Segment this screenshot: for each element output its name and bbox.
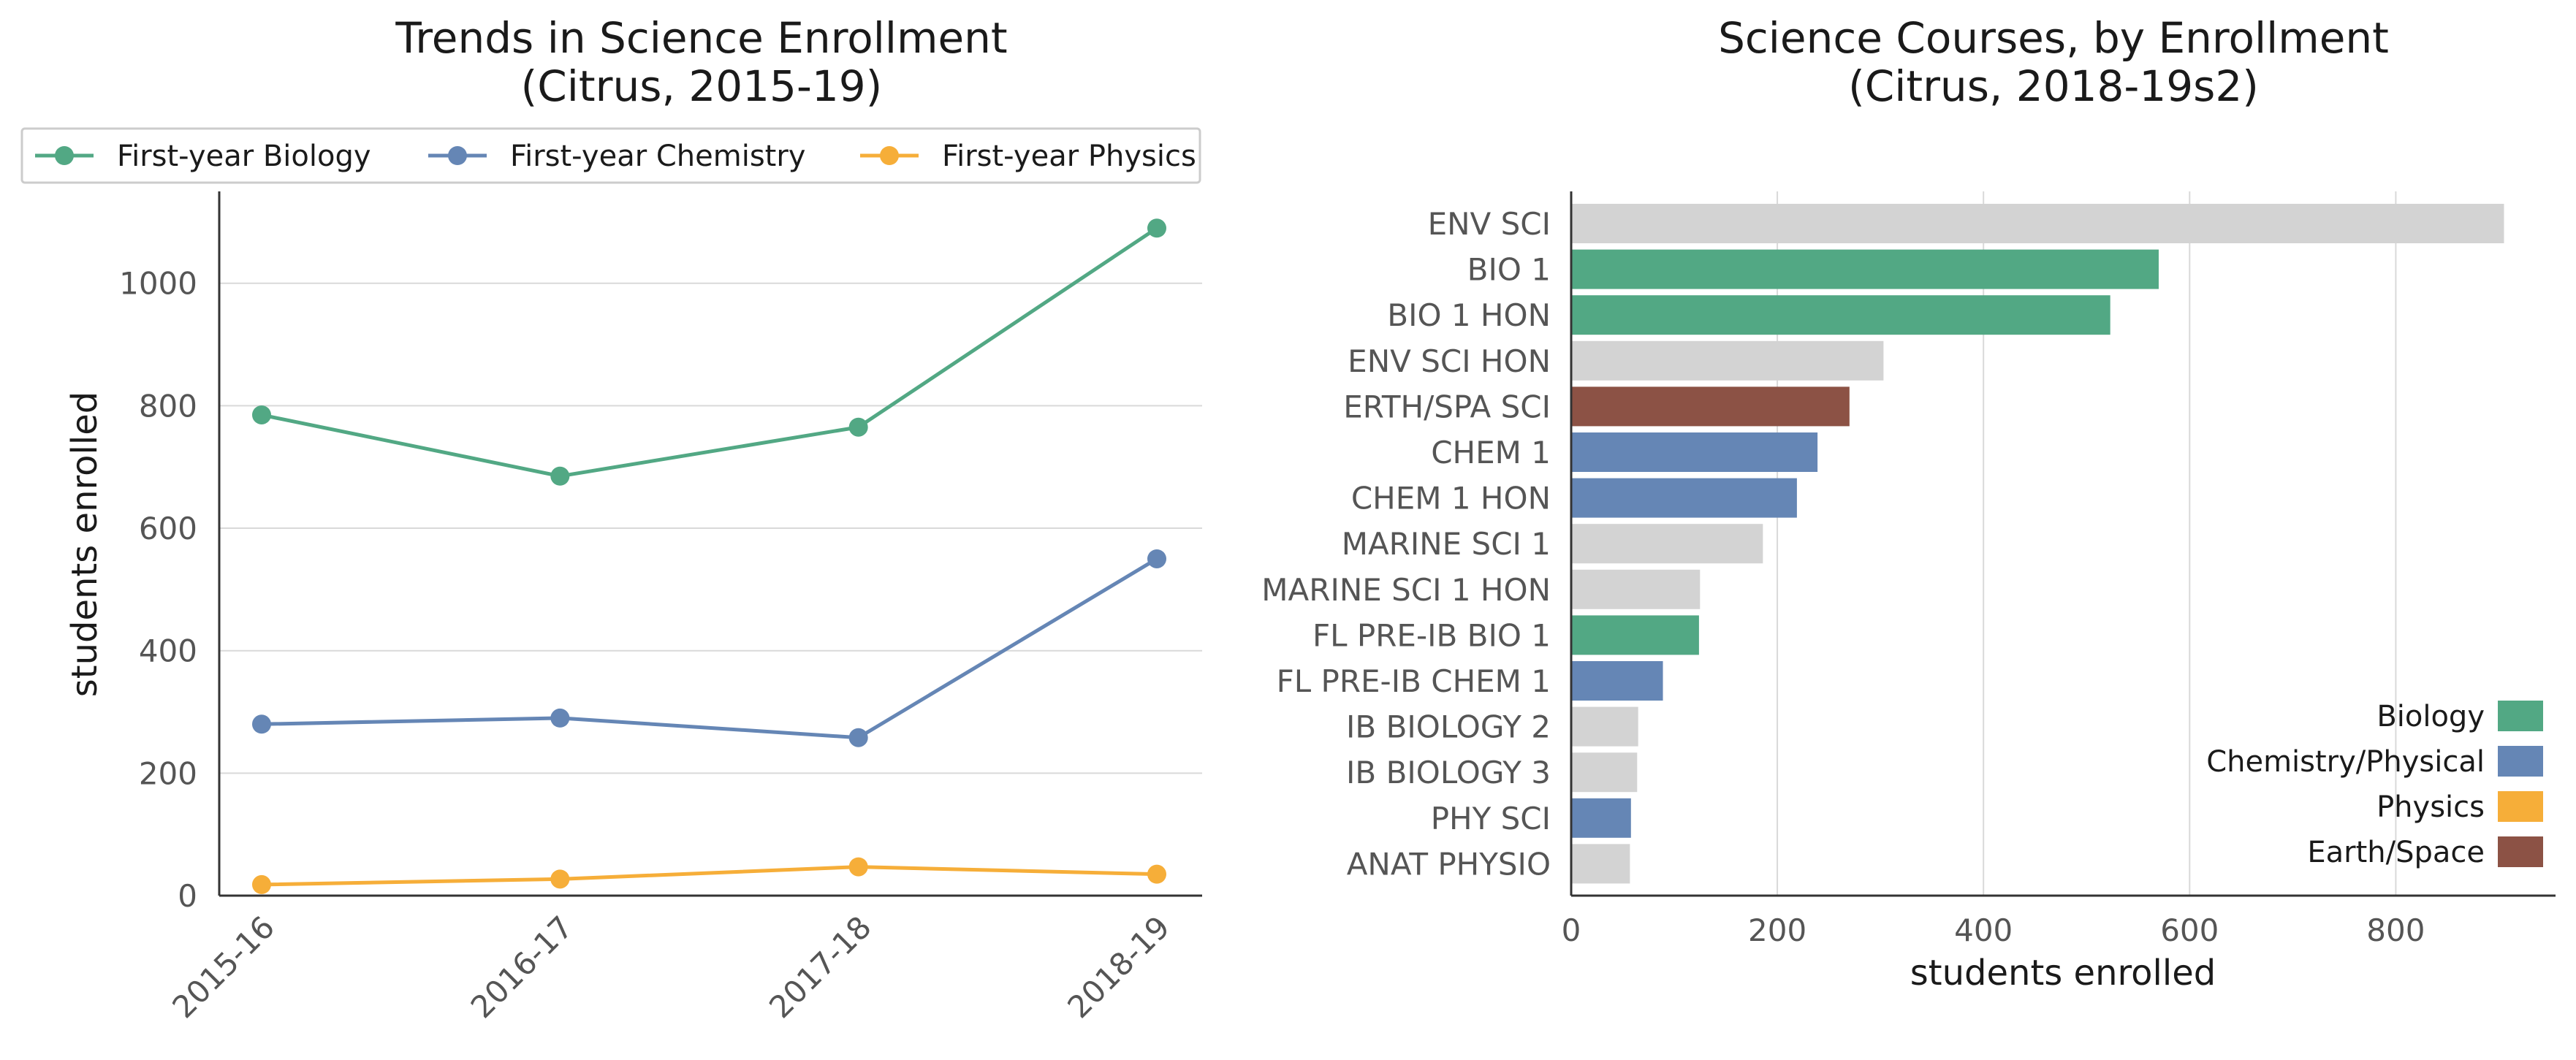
legend-swatch (2498, 836, 2543, 867)
x-tick-label: 2015-16 (165, 909, 281, 1025)
data-point (550, 708, 570, 728)
bar (1571, 661, 1663, 701)
series-line (261, 226, 1158, 478)
bar (1571, 706, 1638, 747)
y-tick-label: 200 (139, 755, 197, 791)
bar (1571, 798, 1631, 838)
bar (1571, 569, 1701, 609)
legend-swatch (2498, 791, 2543, 822)
legend-swatch-marker (55, 146, 74, 165)
category-label: CHEM 1 HON (1351, 481, 1551, 516)
data-point (1147, 218, 1166, 238)
y-tick-label: 0 (178, 878, 197, 914)
line-chart-title-line1: Trends in Science Enrollment (395, 13, 1007, 63)
category-label: BIO 1 (1467, 252, 1551, 288)
x-tick-label: 2018-19 (1060, 909, 1177, 1025)
data-point (848, 417, 868, 437)
category-label: ENV SCI HON (1348, 343, 1551, 379)
data-point (550, 466, 570, 486)
data-point (252, 714, 271, 734)
line-chart-legend-box (20, 127, 1201, 184)
data-point (848, 728, 868, 747)
legend-label: Biology (2376, 700, 2485, 733)
x-tick-label: 2017-18 (762, 909, 878, 1025)
data-point (252, 405, 271, 424)
bar-chart-title-line1: Science Courses, by Enrollment (1718, 13, 2389, 63)
line-chart-title-line2: (Citrus, 2015-19) (521, 61, 883, 111)
data-point (1147, 549, 1166, 568)
legend-swatch (2498, 746, 2543, 777)
bar-chart-x-ticks: 0 200 400 600 800 (1562, 912, 2425, 948)
bar-chart-title-line2: (Citrus, 2018-19s2) (1848, 61, 2259, 111)
legend-label: Earth/Space (2307, 836, 2485, 869)
line-chart-series (252, 218, 1166, 894)
bar (1571, 524, 1763, 564)
bar-chart: Science Courses, by Enrollment (Citrus, … (1261, 13, 2556, 994)
line-chart-y-axis-label: students enrolled (64, 392, 105, 697)
x-tick-label: 600 (2160, 912, 2219, 948)
category-label: MARINE SCI 1 (1342, 526, 1551, 562)
y-tick-label: 1000 (119, 266, 197, 302)
category-label: CHEM 1 (1431, 435, 1551, 470)
line-chart: Trends in Science Enrollment (Citrus, 20… (20, 13, 1202, 1025)
category-label: PHY SCI (1431, 801, 1551, 836)
data-point (848, 857, 868, 877)
line-chart-legend: First-year Biology First-year Chemistry Fi… (35, 140, 1196, 173)
category-label: MARINE SCI 1 HON (1261, 572, 1551, 608)
bar-chart-x-axis-label: students enrolled (1910, 953, 2216, 994)
bar (1571, 432, 1818, 472)
bar (1571, 386, 1850, 427)
x-tick-label: 400 (1954, 912, 2013, 948)
y-tick-label: 600 (139, 511, 197, 546)
category-label: IB BIOLOGY 3 (1346, 755, 1551, 790)
data-point (1147, 864, 1166, 884)
legend-label: First-year Chemistry (510, 140, 805, 173)
data-point (550, 869, 570, 889)
legend-label: First-year Biology (117, 140, 371, 173)
legend-label: First-year Physics (942, 140, 1196, 173)
series-line (261, 865, 1158, 887)
category-label: ANAT PHYSIO (1347, 846, 1551, 882)
x-tick-label: 800 (2366, 912, 2425, 948)
y-tick-label: 800 (139, 388, 197, 424)
category-label: FL PRE-IB CHEM 1 (1277, 663, 1551, 699)
legend-swatch-marker (448, 146, 467, 165)
legend-swatch-marker (880, 146, 899, 165)
bar (1571, 340, 1884, 381)
line-chart-gridlines (219, 282, 1202, 774)
category-label: IB BIOLOGY 2 (1346, 709, 1551, 745)
legend-swatch (2498, 701, 2543, 731)
line-chart-x-ticks: 2015-16 2016-17 2017-18 2018-19 (165, 909, 1177, 1025)
legend-label: Chemistry/Physical (2206, 745, 2485, 779)
y-tick-label: 400 (139, 633, 197, 669)
series-line (261, 557, 1158, 740)
bar-chart-bars (1571, 204, 2504, 884)
data-point (252, 874, 271, 894)
x-tick-label: 0 (1562, 912, 1581, 948)
line-chart-y-ticks: 0 200 400 600 800 1000 (119, 266, 197, 914)
bar (1571, 295, 2110, 335)
bar (1571, 204, 2504, 243)
bar-chart-legend: Biology Chemistry/Physical Physics Earth/Sp… (2206, 700, 2543, 869)
bar (1571, 249, 2159, 289)
category-label: BIO 1 HON (1387, 297, 1551, 333)
bar (1571, 844, 1630, 884)
legend-label: Physics (2376, 790, 2485, 824)
category-label: ENV SCI (1428, 206, 1551, 242)
x-tick-label: 200 (1748, 912, 1806, 948)
bar (1571, 752, 1638, 793)
category-label: ERTH/SPA SCI (1343, 389, 1551, 424)
x-tick-label: 2016-17 (464, 909, 580, 1025)
bar-chart-category-labels: ENV SCI BIO 1 BIO 1 HON ENV SCI HON ERTH/SPA… (1261, 206, 1551, 882)
category-label: FL PRE-IB BIO 1 (1312, 617, 1551, 653)
bar (1571, 478, 1797, 518)
bar (1571, 615, 1699, 655)
